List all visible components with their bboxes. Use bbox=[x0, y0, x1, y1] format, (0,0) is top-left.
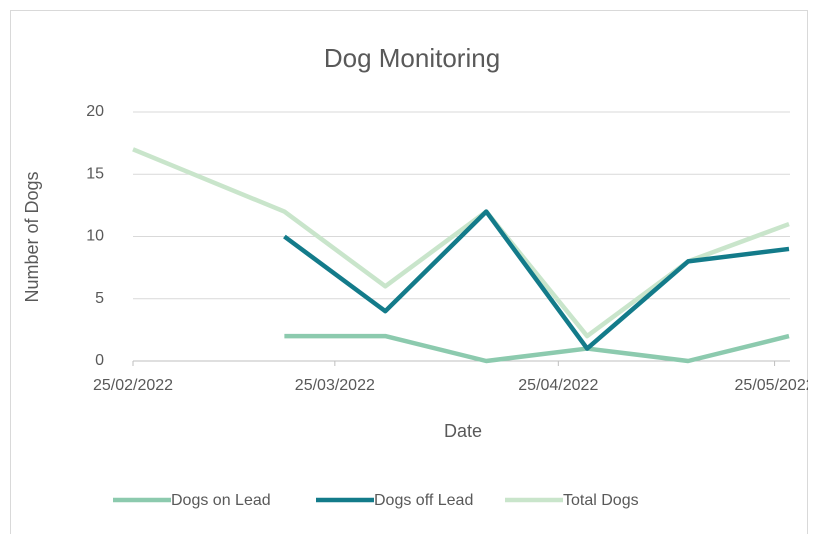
y-tick-label: 10 bbox=[86, 228, 104, 245]
y-axis-label: Number of Dogs bbox=[22, 171, 42, 302]
series-line bbox=[283, 209, 790, 351]
x-axis-label: Date bbox=[444, 421, 482, 441]
legend-label: Dogs off Lead bbox=[374, 492, 473, 509]
y-tick-label: 5 bbox=[95, 290, 104, 307]
series-line bbox=[284, 333, 790, 364]
x-tick-label: 25/04/2022 bbox=[518, 377, 598, 394]
y-tick-label: 15 bbox=[86, 165, 104, 182]
chart-title: Dog Monitoring bbox=[324, 43, 500, 73]
chart-frame bbox=[10, 10, 808, 534]
x-tick-label: 25/05/2022 bbox=[735, 377, 815, 394]
y-tick-label: 20 bbox=[86, 103, 104, 120]
y-tick-label: 0 bbox=[95, 352, 104, 369]
legend-label: Total Dogs bbox=[563, 492, 639, 509]
x-tick-label: 25/03/2022 bbox=[295, 377, 375, 394]
x-tick-label: 25/02/2022 bbox=[93, 377, 173, 394]
legend-label: Dogs on Lead bbox=[171, 492, 271, 509]
